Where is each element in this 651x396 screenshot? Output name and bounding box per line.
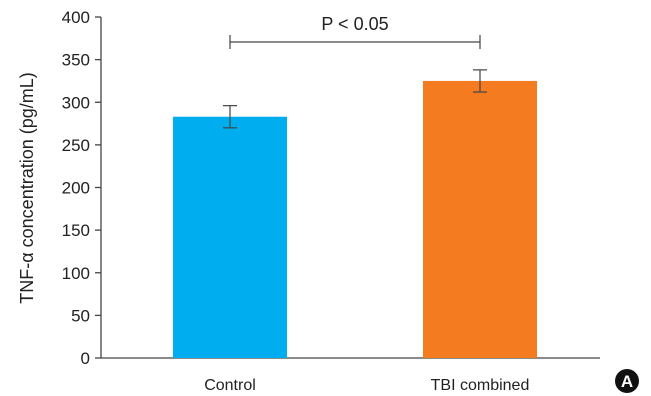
y-tick-label: 50 [71, 306, 90, 325]
significance-bracket: P < 0.05 [229, 14, 481, 49]
category-labels: Control TBI combined [204, 377, 529, 394]
y-tick-label: 200 [62, 179, 90, 198]
y-tick-label: 300 [62, 93, 90, 112]
y-ticks: 0 50 100 150 200 250 300 350 400 [62, 8, 101, 368]
bar [423, 80, 537, 358]
y-tick-label: 250 [62, 136, 90, 155]
y-tick-label: 150 [62, 221, 90, 240]
bar [173, 116, 287, 359]
y-tick-label: 400 [62, 8, 90, 27]
error-bars [223, 69, 487, 129]
panel-label-badge: A [615, 369, 639, 393]
y-tick-label: 100 [62, 264, 90, 283]
category-label: TBI combined [431, 377, 530, 394]
y-tick-label: 350 [62, 51, 90, 70]
y-tick-label: 0 [81, 349, 90, 368]
panel-label-text: A [621, 372, 633, 391]
bars [173, 80, 537, 359]
panel-label-circle [615, 369, 639, 393]
category-label: Control [204, 377, 256, 394]
y-axis-label: TNF-α concentration (pg/mL) [17, 72, 37, 303]
significance-label: P < 0.05 [321, 14, 388, 34]
